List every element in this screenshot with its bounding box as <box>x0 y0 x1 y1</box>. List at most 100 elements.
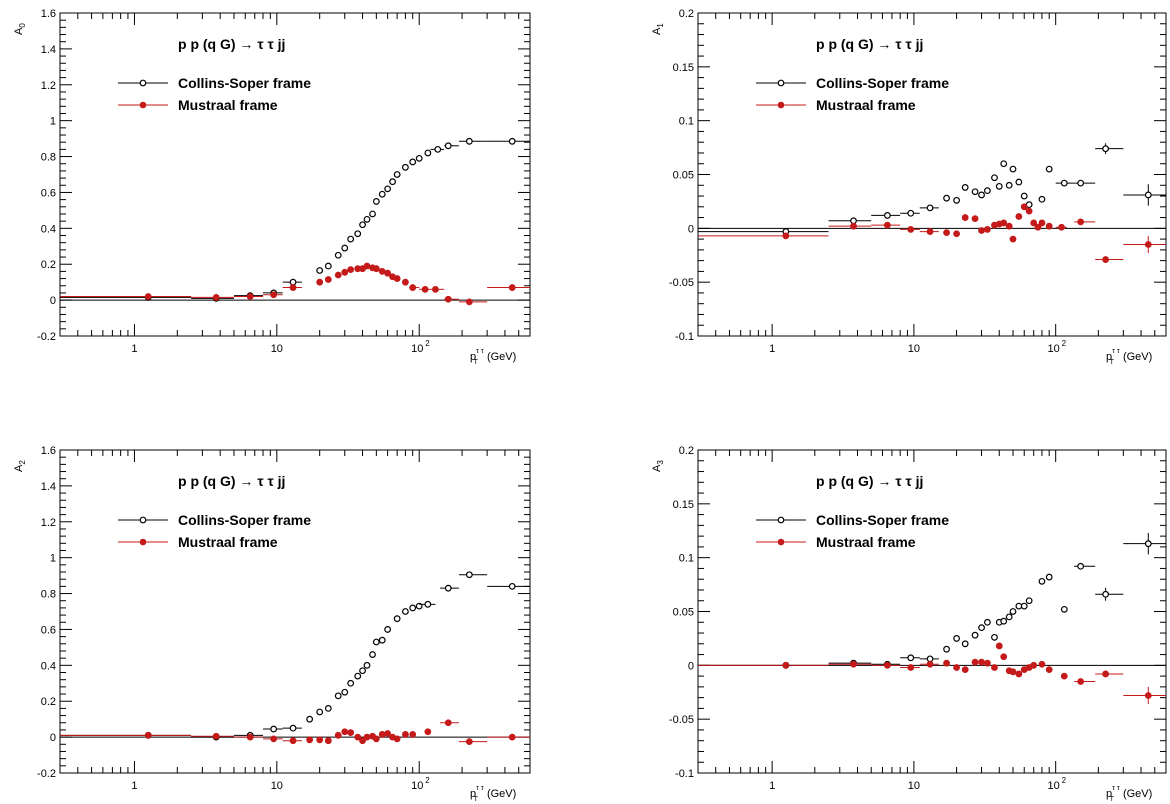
point-mustraal <box>409 731 417 738</box>
series-mustraal <box>60 262 530 306</box>
point-mustraal <box>324 276 332 283</box>
point-mustraal <box>926 660 934 668</box>
legend-label-collins-soper: Collins-Soper frame <box>816 75 949 91</box>
plot-title: p p (q G) → τ τ jj <box>178 473 285 489</box>
point-mustraal <box>1045 222 1053 230</box>
point-collins-soper <box>1038 195 1046 203</box>
point-mustraal <box>465 738 473 745</box>
y-tick-label: 0.1 <box>679 553 694 565</box>
legend-label-collins-soper: Collins-Soper frame <box>178 512 311 528</box>
point-mustraal <box>393 735 401 743</box>
series-mustraal <box>698 203 1166 263</box>
point-mustraal <box>270 735 278 743</box>
point-mustraal <box>432 285 439 293</box>
point-collins-soper <box>883 212 891 219</box>
x-tick-label: 10 <box>411 343 423 355</box>
point-mustraal <box>1034 223 1042 231</box>
point-mustraal <box>984 226 991 233</box>
point-collins-soper <box>1020 192 1028 200</box>
point-collins-soper <box>424 149 432 157</box>
point-mustraal <box>1030 661 1038 669</box>
y-tick-label: 1.2 <box>41 517 56 529</box>
point-collins-soper <box>1009 165 1017 173</box>
y-tick-label: 0.8 <box>41 589 56 601</box>
series-collins-soper <box>698 143 1166 235</box>
y-axis-label: A0 <box>13 23 27 35</box>
point-collins-soper <box>378 636 386 644</box>
point-collins-soper <box>316 708 324 716</box>
point-mustraal <box>402 278 409 286</box>
point-collins-soper <box>1025 597 1033 605</box>
point-collins-soper <box>354 230 362 238</box>
point-mustraal <box>384 269 392 277</box>
point-collins-soper <box>508 137 516 145</box>
x-tick-label: 1 <box>769 780 775 792</box>
point-mustraal <box>991 664 998 671</box>
point-mustraal <box>1144 692 1152 699</box>
point-collins-soper <box>926 655 934 663</box>
point-mustraal <box>995 642 1003 650</box>
y-tick-label: 0.15 <box>673 62 694 74</box>
x-tick-label: 10 <box>271 343 283 355</box>
point-collins-soper <box>1144 191 1152 199</box>
point-collins-soper <box>978 191 985 199</box>
point-collins-soper <box>1038 577 1046 585</box>
y-tick-label: 1.6 <box>41 445 56 457</box>
point-mustraal <box>1030 219 1038 227</box>
point-mustraal <box>424 728 432 736</box>
point-collins-soper <box>347 679 355 687</box>
point-mustraal <box>850 222 857 230</box>
y-tick-label: -0.2 <box>37 331 56 343</box>
point-mustraal <box>508 733 516 741</box>
point-mustraal <box>378 268 386 275</box>
point-mustraal <box>270 291 278 299</box>
point-collins-soper <box>402 163 409 171</box>
legend-marker-collins-soper <box>777 79 785 87</box>
legend-marker-collins-soper <box>777 516 785 524</box>
y-tick-label: 0 <box>50 295 56 307</box>
point-mustraal <box>363 262 371 270</box>
point-collins-soper <box>465 137 473 145</box>
plot-frame <box>59 12 531 337</box>
point-mustraal <box>359 737 366 745</box>
point-collins-soper <box>363 215 371 223</box>
y-tick-label: 0.6 <box>41 187 56 199</box>
point-collins-soper <box>1102 590 1110 598</box>
point-collins-soper <box>334 251 342 259</box>
legend-label-mustraal: Mustraal frame <box>178 97 278 113</box>
point-mustraal <box>1038 219 1046 227</box>
point-collins-soper <box>378 190 386 198</box>
y-tick-label: 0 <box>688 660 694 672</box>
y-tick-label: -0.1 <box>675 768 694 780</box>
point-mustraal <box>1077 678 1085 685</box>
point-collins-soper <box>971 631 979 639</box>
point-mustraal <box>144 731 152 739</box>
point-collins-soper <box>369 210 376 218</box>
x-tick-label: 1 <box>769 343 775 355</box>
y-tick-label: 0.4 <box>41 660 56 672</box>
point-mustraal <box>246 293 254 300</box>
point-mustraal <box>409 284 417 291</box>
point-collins-soper <box>850 217 857 225</box>
point-collins-soper <box>1102 145 1110 153</box>
legend-label-collins-soper: Collins-Soper frame <box>816 512 949 528</box>
point-mustraal <box>961 666 969 674</box>
point-collins-soper <box>372 198 380 205</box>
series-mustraal <box>60 719 530 745</box>
x-tick-label: 10 <box>411 780 423 792</box>
point-mustraal <box>508 284 516 291</box>
point-collins-soper <box>1077 179 1085 187</box>
legend-marker-mustraal <box>139 101 147 109</box>
point-mustraal <box>465 298 473 306</box>
point-collins-soper <box>434 145 442 153</box>
y-tick-label: 1.4 <box>41 44 56 56</box>
point-mustraal <box>1005 222 1013 230</box>
point-mustraal <box>347 266 355 274</box>
series-collins-soper <box>60 571 530 741</box>
y-tick-label: 0.4 <box>41 223 56 235</box>
point-mustraal <box>1025 207 1033 215</box>
